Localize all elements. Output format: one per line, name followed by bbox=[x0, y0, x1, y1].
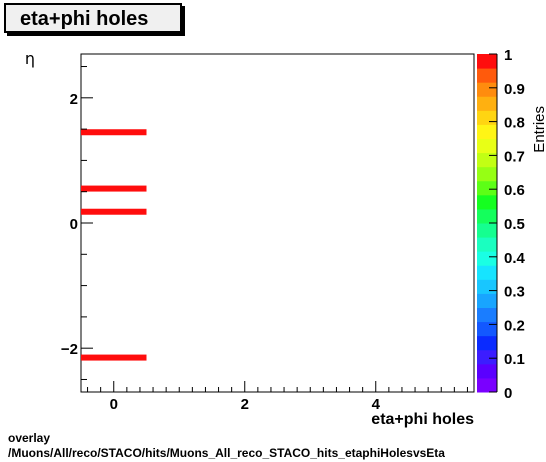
color-scale-swatch bbox=[477, 194, 497, 210]
color-scale-label-0.9: 0.9 bbox=[504, 81, 525, 98]
color-scale-swatch bbox=[477, 377, 497, 393]
color-scale-swatch bbox=[477, 68, 497, 83]
heatmap-cells bbox=[81, 129, 147, 361]
color-scale-swatch bbox=[477, 349, 497, 365]
color-scale-label-0.2: 0.2 bbox=[504, 317, 525, 334]
color-scale-label-1: 1 bbox=[504, 47, 512, 64]
chart-title: eta+phi holes bbox=[20, 8, 149, 30]
color-scale-swatch bbox=[477, 110, 497, 125]
color-scale-swatch bbox=[477, 223, 497, 238]
x-tick-label: 0 bbox=[110, 396, 118, 413]
heatmap-cell-0 bbox=[81, 129, 147, 136]
color-scale-swatch bbox=[477, 180, 497, 196]
color-scale-label-0.5: 0.5 bbox=[504, 216, 525, 233]
color-scale-swatch bbox=[477, 166, 497, 182]
color-scale-swatch bbox=[477, 237, 497, 252]
color-scale-swatch bbox=[477, 363, 497, 379]
color-scale-label-0.1: 0.1 bbox=[504, 351, 525, 368]
color-scale-label-0.6: 0.6 bbox=[504, 182, 525, 199]
footer-overlay: overlay bbox=[8, 431, 51, 445]
color-scale-swatch bbox=[477, 265, 497, 280]
color-scale-swatch bbox=[477, 138, 497, 154]
y-axis-label: η bbox=[25, 49, 35, 68]
y-tick-label: 2 bbox=[70, 91, 78, 108]
heatmap-cell-1 bbox=[81, 185, 147, 192]
color-scale-swatch bbox=[477, 293, 497, 308]
color-scale-swatch bbox=[477, 96, 497, 111]
color-scale-label-0.4: 0.4 bbox=[504, 250, 526, 267]
color-scale-label-0.7: 0.7 bbox=[504, 148, 525, 165]
footer-path: /Muons/All/reco/STACO/hits/Muons_All_rec… bbox=[8, 446, 445, 460]
color-scale-swatch bbox=[477, 251, 497, 266]
color-scale-swatch bbox=[477, 54, 497, 69]
color-scale-swatch bbox=[477, 321, 497, 337]
color-scale-label-0.8: 0.8 bbox=[504, 115, 525, 132]
plot-frame bbox=[80, 53, 475, 393]
y-tick-label: 0 bbox=[70, 216, 78, 233]
color-scale: 0 0.1 0.2 0.3 0.4 0.5 0.6 0.7 0.8 0.9 1 bbox=[477, 47, 526, 402]
y-tick-label: −2 bbox=[61, 341, 78, 358]
color-scale-label-0: 0 bbox=[504, 385, 512, 402]
x-tick-label: 4 bbox=[372, 396, 381, 413]
color-scale-label: Entries bbox=[531, 106, 546, 153]
color-scale-swatch bbox=[477, 279, 497, 294]
color-scale-swatch bbox=[477, 307, 497, 323]
color-scale-swatch bbox=[477, 152, 497, 168]
x-tick-label: 2 bbox=[241, 396, 249, 413]
heatmap-cell-2 bbox=[81, 208, 147, 215]
color-scale-swatch bbox=[477, 208, 497, 224]
x-axis-label: eta+phi holes bbox=[371, 411, 474, 428]
x-axis: 0 2 4 bbox=[87, 381, 468, 413]
y-axis: −2 0 2 bbox=[61, 66, 93, 380]
color-scale-swatch bbox=[477, 82, 497, 97]
color-scale-swatch bbox=[477, 335, 497, 351]
color-scale-label-0.3: 0.3 bbox=[504, 284, 525, 301]
color-scale-swatch bbox=[477, 124, 497, 139]
heatmap-cell-3 bbox=[81, 354, 147, 361]
chart-title-box: eta+phi holes bbox=[4, 3, 182, 33]
